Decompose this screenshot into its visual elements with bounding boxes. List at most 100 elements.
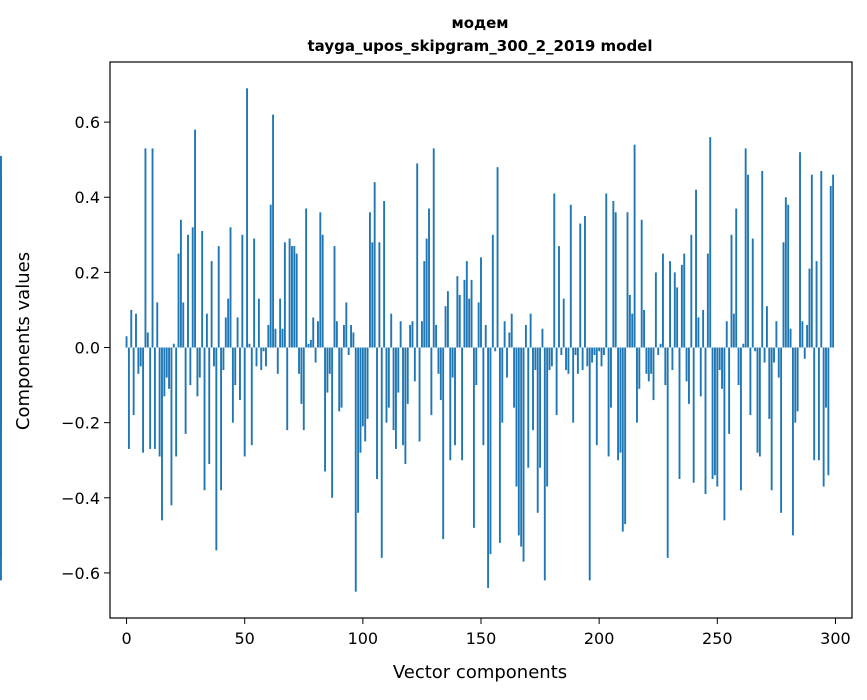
bar (610, 347, 612, 408)
bar (300, 347, 303, 404)
bar (699, 347, 702, 397)
bar (248, 343, 251, 348)
bar (347, 347, 350, 356)
bar (222, 347, 225, 371)
bar (602, 347, 605, 356)
bar (151, 148, 154, 348)
bar (132, 347, 135, 416)
bar (744, 148, 747, 348)
chart-title-line2: tayga_upos_skipgram_300_2_2019 model (308, 37, 653, 55)
bar (293, 246, 296, 348)
bar (813, 347, 816, 461)
bar (652, 347, 655, 401)
bar (380, 347, 383, 558)
bar (560, 347, 563, 356)
bar (205, 313, 208, 348)
bar (647, 347, 650, 382)
bar (503, 321, 506, 348)
bar (144, 148, 147, 348)
bar (458, 294, 461, 348)
bar (600, 347, 603, 367)
bar (331, 347, 334, 498)
bar (319, 212, 322, 348)
bar (732, 313, 735, 348)
bar (567, 347, 570, 374)
bar (659, 343, 662, 348)
bar (588, 347, 591, 581)
bar (220, 347, 223, 491)
bar (343, 324, 345, 348)
bar (0, 347, 2, 386)
bar (390, 313, 393, 348)
bar (0, 155, 2, 348)
bar (695, 189, 697, 348)
bar (799, 152, 801, 348)
bar (614, 212, 617, 348)
bar (586, 347, 589, 367)
bar (153, 347, 156, 449)
y-tick-label: −0.2 (61, 414, 100, 433)
bar (628, 294, 631, 348)
bar (607, 347, 610, 457)
bar (272, 114, 274, 348)
bar (423, 261, 426, 348)
bar (142, 347, 145, 453)
bar (161, 347, 163, 521)
bar (619, 347, 622, 453)
bar (439, 347, 442, 401)
bar (484, 324, 487, 348)
bar (127, 347, 130, 449)
bar (685, 347, 688, 382)
bar (201, 231, 204, 348)
bar (532, 347, 534, 431)
bar (524, 324, 527, 348)
bar (236, 317, 239, 348)
bar (513, 347, 516, 408)
bar (130, 309, 133, 348)
bar (650, 347, 653, 374)
bar (428, 208, 430, 348)
bar (714, 347, 716, 476)
bar (548, 347, 551, 371)
bar (508, 332, 511, 348)
bar (291, 246, 293, 348)
bar (260, 347, 263, 371)
bar (494, 347, 497, 352)
bar (669, 261, 671, 348)
bar (572, 347, 575, 423)
bar (281, 328, 284, 348)
bars-group (0, 88, 835, 592)
bar (279, 298, 282, 348)
bar (255, 347, 258, 367)
bar (723, 347, 726, 521)
bar (657, 347, 660, 356)
bar (558, 246, 560, 348)
bar (189, 347, 192, 386)
x-tick-label: 100 (348, 629, 379, 648)
bar (794, 347, 797, 423)
bar (345, 302, 348, 348)
bar (829, 185, 832, 348)
bar (806, 324, 809, 348)
bar (666, 347, 669, 558)
bar (704, 347, 707, 495)
bar (418, 347, 421, 442)
chart-title-line1: модем (451, 14, 508, 32)
bar (168, 347, 171, 389)
bar (626, 212, 629, 348)
bar (227, 298, 230, 348)
bar (645, 347, 648, 374)
bar (437, 347, 440, 374)
x-tick-label: 0 (121, 629, 131, 648)
bar (333, 246, 336, 348)
bar (402, 347, 404, 446)
x-axis-label: Vector components (393, 662, 567, 683)
bar (404, 347, 407, 464)
bar (730, 234, 733, 348)
bar (158, 347, 161, 457)
bar (191, 227, 194, 348)
bar (820, 170, 823, 348)
bar (461, 347, 464, 461)
bar (822, 347, 825, 487)
